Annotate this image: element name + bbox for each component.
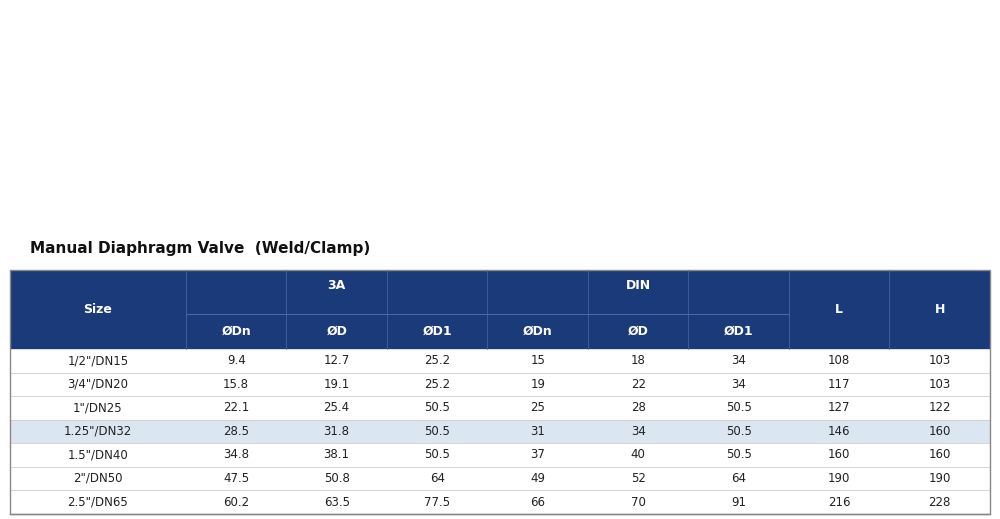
- Text: 160: 160: [929, 425, 951, 438]
- Text: 49: 49: [530, 472, 545, 485]
- Text: 28.5: 28.5: [223, 425, 249, 438]
- Text: 50.5: 50.5: [726, 401, 752, 414]
- Text: 34.8: 34.8: [223, 448, 249, 461]
- Text: 18: 18: [631, 354, 646, 367]
- Text: 2"/DN50: 2"/DN50: [73, 472, 123, 485]
- Text: 1"/DN25: 1"/DN25: [73, 401, 123, 414]
- Text: Size: Size: [84, 303, 112, 316]
- Text: ØD1: ØD1: [422, 325, 452, 338]
- Bar: [10, 420, 990, 443]
- Text: ØDn: ØDn: [221, 325, 251, 338]
- Text: 77.5: 77.5: [424, 496, 450, 509]
- Text: 47.5: 47.5: [223, 472, 249, 485]
- Text: 34: 34: [731, 378, 746, 391]
- Text: 60.2: 60.2: [223, 496, 249, 509]
- Text: 103: 103: [929, 378, 951, 391]
- Text: 216: 216: [828, 496, 850, 509]
- Bar: [10, 349, 990, 373]
- Text: 190: 190: [828, 472, 850, 485]
- Text: 91: 91: [731, 496, 746, 509]
- Text: 1/2"/DN15: 1/2"/DN15: [67, 354, 129, 367]
- Text: 22.1: 22.1: [223, 401, 249, 414]
- Text: L: L: [835, 303, 843, 316]
- Text: 52: 52: [631, 472, 646, 485]
- Text: 228: 228: [929, 496, 951, 509]
- Text: 160: 160: [929, 448, 951, 461]
- Text: 15: 15: [530, 354, 545, 367]
- Text: 64: 64: [430, 472, 445, 485]
- Text: 19: 19: [530, 378, 545, 391]
- Text: H: H: [935, 303, 945, 316]
- Text: 50.5: 50.5: [424, 425, 450, 438]
- Text: 103: 103: [929, 354, 951, 367]
- Text: 25.2: 25.2: [424, 378, 450, 391]
- Text: 31: 31: [530, 425, 545, 438]
- Text: 50.8: 50.8: [324, 472, 350, 485]
- Text: 3/4"/DN20: 3/4"/DN20: [67, 378, 128, 391]
- Text: 108: 108: [828, 354, 850, 367]
- Bar: [10, 270, 990, 313]
- Text: 9.4: 9.4: [227, 354, 246, 367]
- Text: 22: 22: [631, 378, 646, 391]
- Text: 25.2: 25.2: [424, 354, 450, 367]
- Text: 1.5"/DN40: 1.5"/DN40: [68, 448, 128, 461]
- Text: 50.5: 50.5: [424, 401, 450, 414]
- Bar: [10, 443, 990, 467]
- Text: 160: 160: [828, 448, 850, 461]
- Text: 146: 146: [828, 425, 850, 438]
- Text: 19.1: 19.1: [324, 378, 350, 391]
- Bar: [10, 396, 990, 420]
- Text: 127: 127: [828, 401, 850, 414]
- Bar: [10, 313, 990, 349]
- Bar: [10, 467, 990, 490]
- Text: 50.5: 50.5: [726, 425, 752, 438]
- Text: 1.25"/DN32: 1.25"/DN32: [64, 425, 132, 438]
- Text: 64: 64: [731, 472, 746, 485]
- Bar: [10, 490, 990, 514]
- Text: 122: 122: [928, 401, 951, 414]
- Text: 25: 25: [530, 401, 545, 414]
- Text: ØD: ØD: [628, 325, 649, 338]
- Text: 15.8: 15.8: [223, 378, 249, 391]
- Text: 63.5: 63.5: [324, 496, 350, 509]
- Text: 38.1: 38.1: [324, 448, 350, 461]
- Text: ØD: ØD: [326, 325, 347, 338]
- Text: 34: 34: [731, 354, 746, 367]
- Text: ØDn: ØDn: [523, 325, 553, 338]
- Text: 31.8: 31.8: [324, 425, 350, 438]
- Text: 34: 34: [631, 425, 646, 438]
- Bar: [10, 373, 990, 396]
- Text: 40: 40: [631, 448, 646, 461]
- Text: 3A: 3A: [328, 279, 346, 292]
- Text: 50.5: 50.5: [726, 448, 752, 461]
- Text: 70: 70: [631, 496, 646, 509]
- Text: 50.5: 50.5: [424, 448, 450, 461]
- Text: 190: 190: [929, 472, 951, 485]
- Text: Manual Diaphragm Valve  (Weld/Clamp): Manual Diaphragm Valve (Weld/Clamp): [30, 241, 370, 256]
- Text: 37: 37: [530, 448, 545, 461]
- Text: 25.4: 25.4: [324, 401, 350, 414]
- Text: 117: 117: [828, 378, 850, 391]
- Text: 12.7: 12.7: [324, 354, 350, 367]
- Text: DIN: DIN: [626, 279, 651, 292]
- Text: ØD1: ØD1: [724, 325, 754, 338]
- Text: 2.5"/DN65: 2.5"/DN65: [68, 496, 128, 509]
- Text: 66: 66: [530, 496, 545, 509]
- Text: 28: 28: [631, 401, 646, 414]
